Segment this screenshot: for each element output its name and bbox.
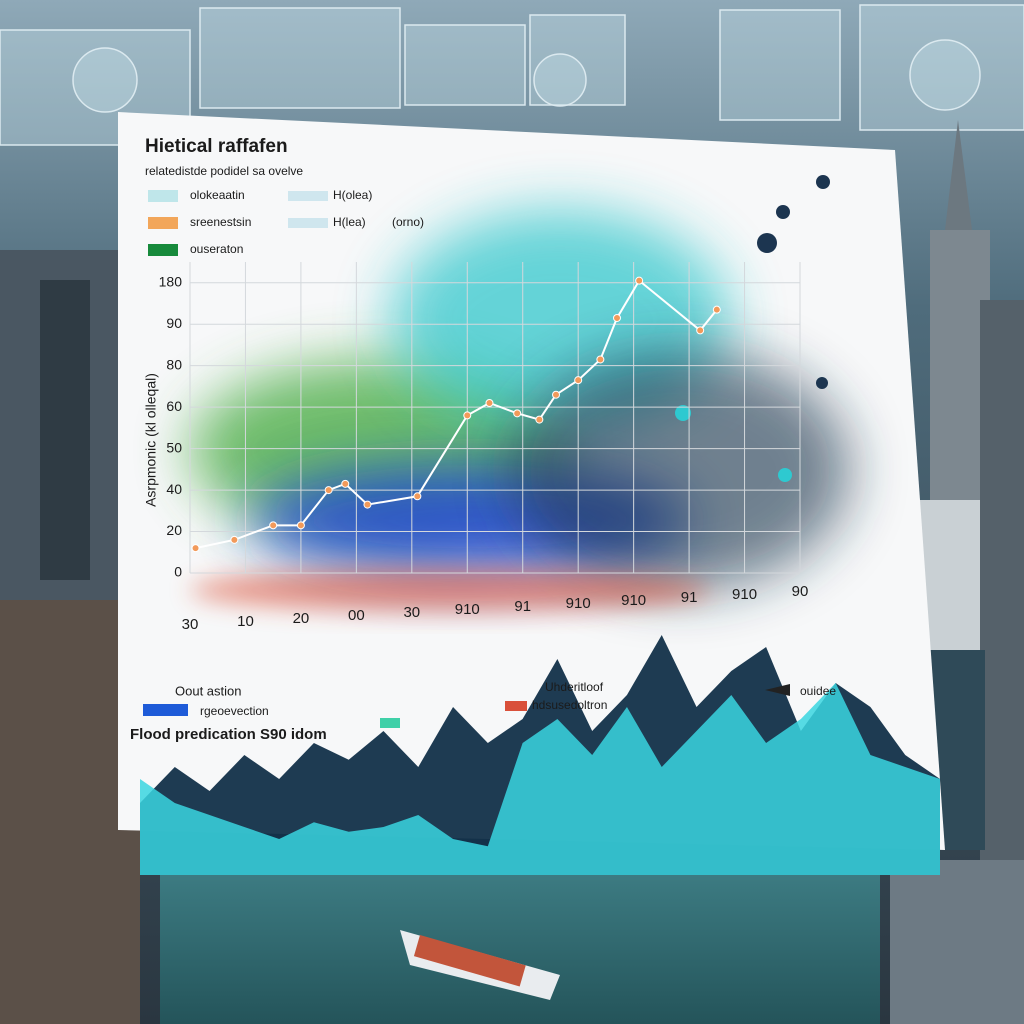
ship [400, 930, 560, 1000]
legend-extra: (orno) [392, 215, 424, 229]
x-tick-label: 910 [732, 586, 757, 603]
x-tick-label: 20 [293, 610, 310, 627]
y-tick-label: 90 [166, 315, 182, 331]
holo-panels [0, 4, 1024, 146]
legend-label: Uhderitloof [545, 680, 604, 694]
data-point [341, 479, 350, 488]
x-tick-label: 00 [348, 607, 365, 624]
legend-note: H(lea) [333, 215, 366, 229]
chart-subtitle: relatedistde podidel sa ovelve [145, 164, 303, 178]
decor-swatch [380, 718, 400, 728]
water [160, 860, 880, 1024]
data-point [230, 535, 239, 544]
data-point [463, 411, 472, 420]
data-point [296, 521, 305, 530]
legend-swatch [148, 190, 178, 202]
y-tick-label: 20 [166, 522, 182, 538]
data-point [413, 492, 422, 501]
legend-label: sreenestsin [190, 215, 251, 229]
data-point [363, 500, 372, 509]
data-point [324, 486, 333, 495]
data-point [613, 313, 621, 322]
arrow-icon [765, 684, 790, 696]
legend-label: hdsusedoltron [532, 698, 607, 712]
plot: 0 20 40 50 60 80 90 180 30 10 20 00 30 910 91 910 910 91 9… [140, 262, 940, 875]
x-tick-label: 30 [403, 604, 420, 621]
legend-swatch [505, 701, 527, 711]
data-point [596, 355, 605, 364]
legend-swatch [143, 704, 188, 716]
x-tick-label: 10 [237, 613, 254, 630]
data-point [712, 305, 721, 314]
y-tick-label: 40 [166, 481, 182, 497]
y-tick-label: 180 [159, 273, 183, 289]
x-tick-label: 90 [792, 583, 809, 600]
y-axis-label: Asrpmonic (kl olleqal) [143, 373, 159, 507]
panel-label: Oout astion [175, 683, 242, 698]
data-point [191, 544, 200, 553]
x-tick-label: 30 [182, 616, 199, 633]
area-series [140, 683, 940, 875]
x-tick-label: 910 [621, 592, 646, 609]
data-point [269, 521, 278, 530]
buildings [0, 120, 1024, 1024]
data-point [513, 409, 522, 418]
legend-label: rgeoevection [200, 704, 269, 718]
scatter-cloud [190, 175, 850, 612]
data-point [696, 326, 705, 335]
x-tick-label: 910 [455, 601, 480, 618]
x-tick-label: 91 [514, 598, 531, 615]
legend-label: ouidee [800, 684, 836, 698]
y-tick-label: 80 [166, 356, 182, 372]
legend-note: H(olea) [333, 188, 372, 202]
data-point [635, 276, 644, 285]
legend-swatch [148, 217, 178, 229]
legend-swatch [148, 244, 178, 256]
y-tick-label: 60 [166, 398, 182, 414]
data-point [485, 398, 494, 407]
x-tick-label: 91 [681, 589, 698, 606]
y-tick-label: 0 [174, 564, 182, 580]
data-point [552, 390, 560, 399]
legend-label: ouseraton [190, 242, 243, 256]
data-point [574, 376, 583, 385]
legend-label: olokeaatin [190, 188, 245, 202]
chart-title: Hietical raffafen [145, 136, 288, 157]
legend-swatch-secondary [288, 191, 328, 201]
y-tick-label: 50 [166, 439, 182, 455]
legend-swatch-secondary [288, 218, 328, 228]
data-point [535, 415, 544, 424]
flood-title: Flood predication S90 idom [130, 726, 327, 743]
x-tick-label: 910 [566, 595, 591, 612]
